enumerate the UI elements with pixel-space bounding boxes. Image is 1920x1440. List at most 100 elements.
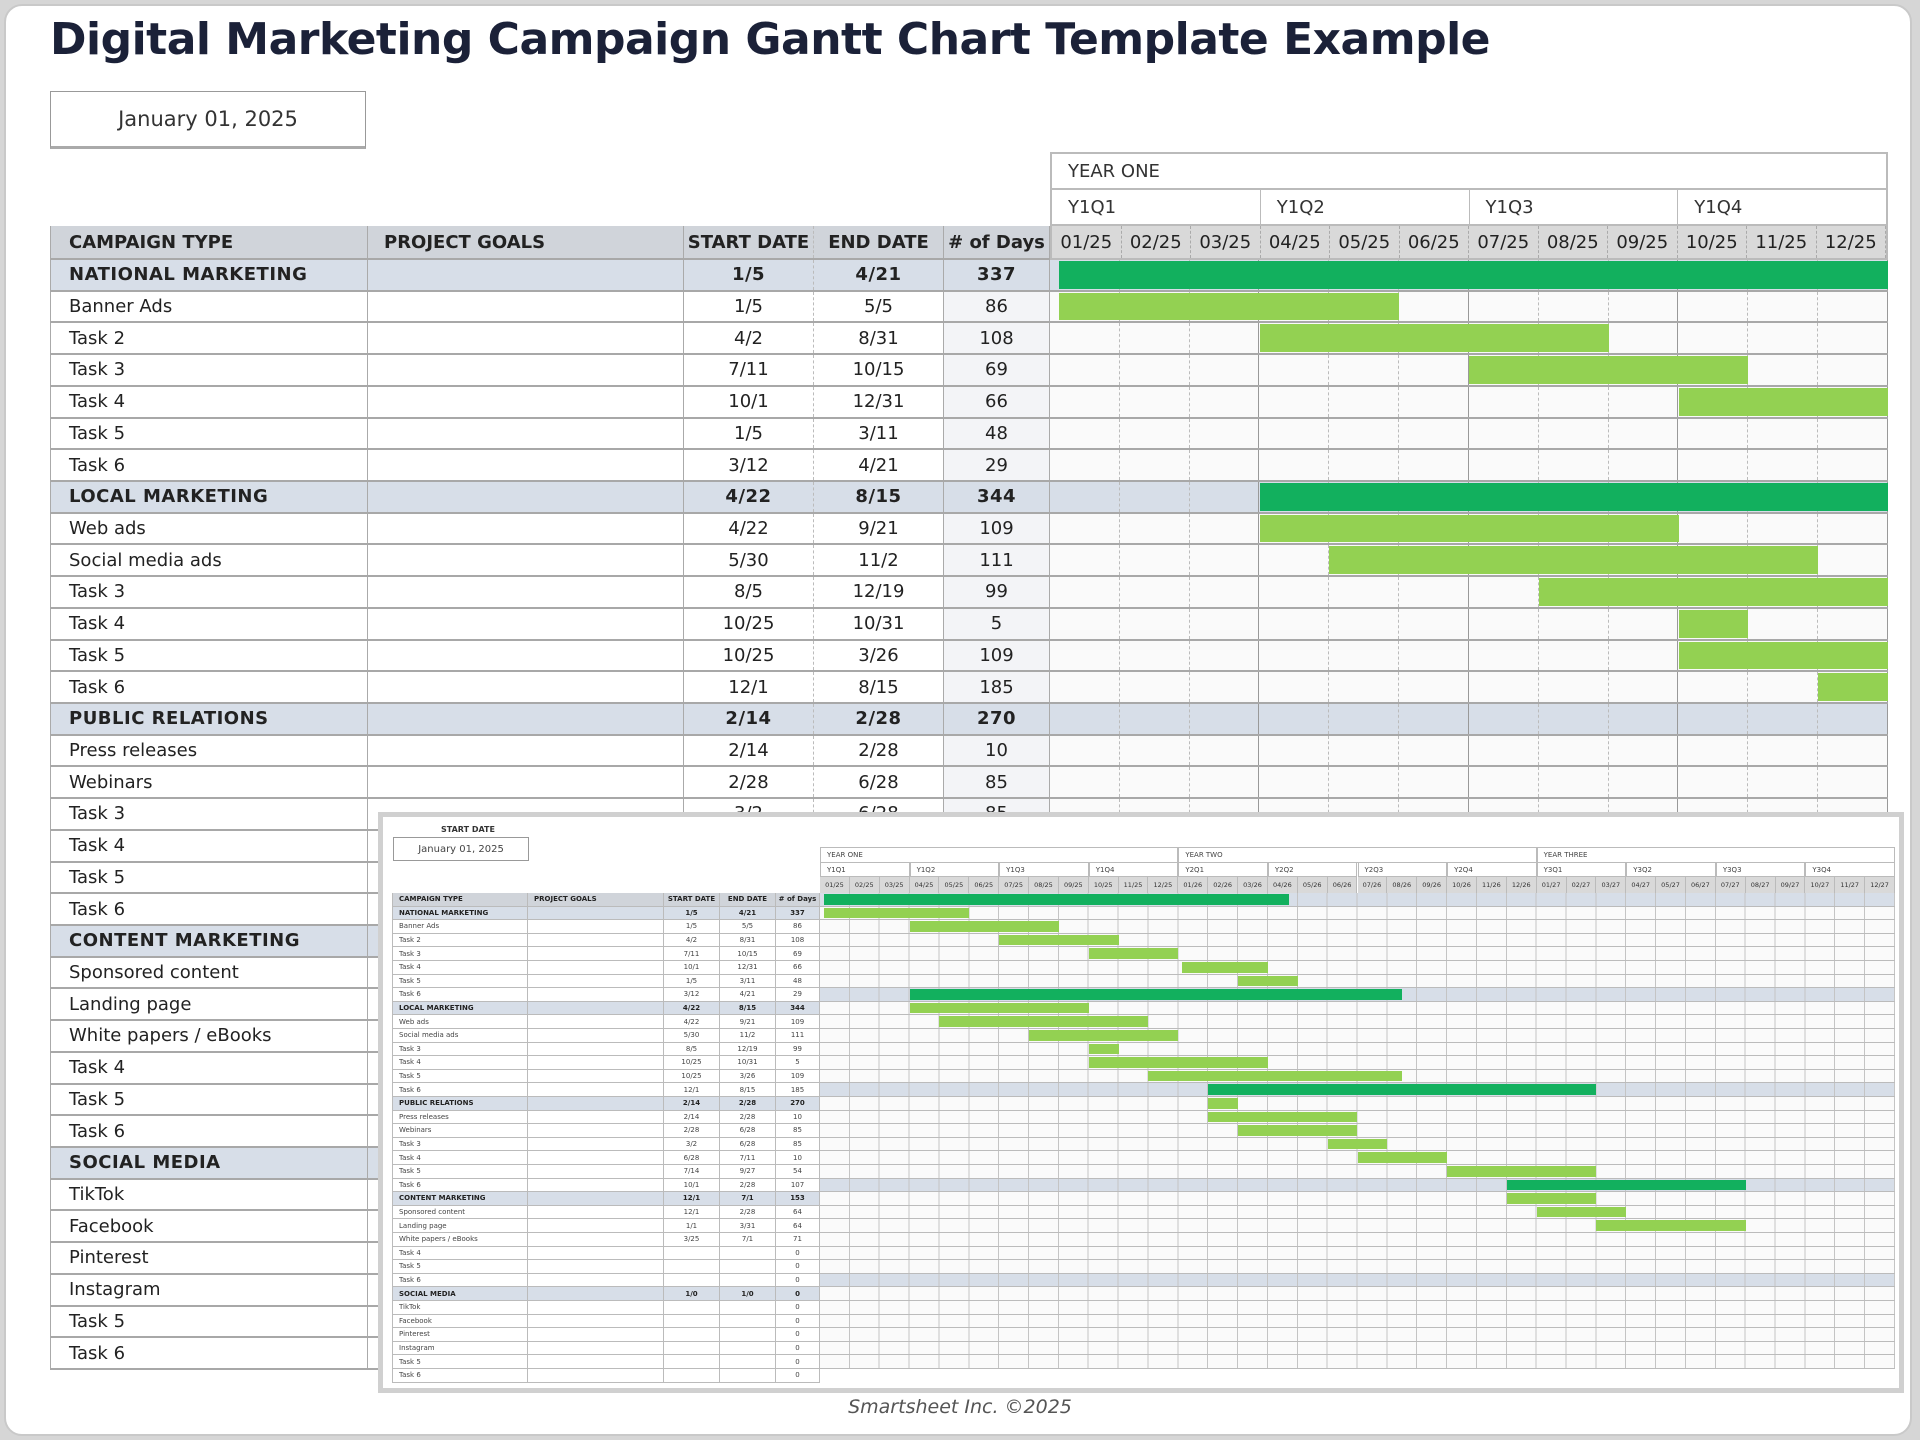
start-date-field[interactable]: January 01, 2025 (50, 91, 366, 149)
task-bar[interactable] (1259, 514, 1679, 543)
cell-campaign-type[interactable]: Sponsored content (50, 957, 368, 988)
inset-cell (528, 1355, 664, 1368)
cell-end-date[interactable]: 8/31 (814, 323, 944, 354)
cell-end-date[interactable]: 8/15 (814, 482, 944, 512)
cell-campaign-type[interactable]: LOCAL MARKETING (50, 482, 368, 512)
cell-campaign-type[interactable]: White papers / eBooks (50, 1021, 368, 1051)
cell-end-date[interactable]: 12/31 (814, 386, 944, 417)
task-bar[interactable] (1059, 292, 1400, 321)
cell-project-goals[interactable] (368, 672, 684, 702)
cell-project-goals[interactable] (368, 260, 684, 290)
cell-project-goals[interactable] (368, 577, 684, 607)
cell-campaign-type[interactable]: Task 6 (50, 1116, 368, 1146)
cell-campaign-type[interactable]: Landing page (50, 989, 368, 1020)
cell-end-date[interactable]: 4/21 (814, 450, 944, 480)
cell-project-goals[interactable] (368, 735, 684, 766)
cell-campaign-type[interactable]: Task 5 (50, 418, 368, 449)
cell-project-goals[interactable] (368, 482, 684, 512)
cell-project-goals[interactable] (368, 418, 684, 449)
cell-campaign-type[interactable]: Task 3 (50, 355, 368, 385)
cell-end-date[interactable]: 3/26 (814, 640, 944, 671)
task-bar[interactable] (1329, 546, 1819, 575)
cell-start-date[interactable]: 1/5 (684, 260, 814, 290)
summary-bar[interactable] (1259, 483, 1888, 511)
task-bar[interactable] (1678, 641, 1888, 670)
task-bar[interactable] (1678, 609, 1749, 638)
cell-campaign-type[interactable]: Task 6 (50, 1338, 368, 1368)
cell-campaign-type[interactable]: CONTENT MARKETING (50, 926, 368, 956)
cell-start-date[interactable]: 7/11 (684, 355, 814, 385)
cell-campaign-type[interactable]: PUBLIC RELATIONS (50, 704, 368, 734)
cell-campaign-type[interactable]: Task 6 (50, 450, 368, 480)
cell-start-date[interactable]: 1/5 (684, 291, 814, 322)
cell-campaign-type[interactable]: Task 4 (50, 608, 368, 639)
cell-campaign-type[interactable]: Task 3 (50, 799, 368, 829)
cell-end-date[interactable]: 10/15 (814, 355, 944, 385)
cell-campaign-type[interactable]: Task 6 (50, 894, 368, 924)
cell-campaign-type[interactable]: Banner Ads (50, 291, 368, 322)
cell-campaign-type[interactable]: Task 4 (50, 386, 368, 417)
task-bar[interactable] (1259, 324, 1609, 353)
cell-start-date[interactable]: 4/2 (684, 323, 814, 354)
cell-campaign-type[interactable]: NATIONAL MARKETING (50, 260, 368, 290)
cell-project-goals[interactable] (368, 640, 684, 671)
cell-end-date[interactable]: 2/28 (814, 704, 944, 734)
cell-project-goals[interactable] (368, 291, 684, 322)
cell-start-date[interactable]: 10/25 (684, 640, 814, 671)
cell-campaign-type[interactable]: Pinterest (50, 1243, 368, 1273)
cell-end-date[interactable]: 11/2 (814, 545, 944, 576)
cell-project-goals[interactable] (368, 704, 684, 734)
cell-project-goals[interactable] (368, 545, 684, 576)
cell-start-date[interactable]: 10/25 (684, 608, 814, 639)
cell-start-date[interactable]: 2/28 (684, 767, 814, 798)
cell-end-date[interactable]: 2/28 (814, 735, 944, 766)
task-bar[interactable] (1538, 578, 1888, 606)
summary-bar[interactable] (1059, 261, 1888, 289)
cell-end-date[interactable]: 5/5 (814, 291, 944, 322)
cell-campaign-type[interactable]: Task 5 (50, 1306, 368, 1337)
cell-campaign-type[interactable]: Task 5 (50, 1084, 368, 1115)
cell-project-goals[interactable] (368, 513, 684, 544)
cell-project-goals[interactable] (368, 608, 684, 639)
cell-end-date[interactable]: 9/21 (814, 513, 944, 544)
cell-campaign-type[interactable]: Instagram (50, 1274, 368, 1305)
cell-end-date[interactable]: 4/21 (814, 260, 944, 290)
cell-start-date[interactable]: 2/14 (684, 704, 814, 734)
cell-campaign-type[interactable]: Task 2 (50, 323, 368, 354)
cell-start-date[interactable]: 8/5 (684, 577, 814, 607)
cell-end-date[interactable]: 8/15 (814, 672, 944, 702)
cell-campaign-type[interactable]: TikTok (50, 1179, 368, 1210)
task-bar[interactable] (1469, 356, 1749, 384)
cell-campaign-type[interactable]: Task 6 (50, 672, 368, 702)
cell-start-date[interactable]: 12/1 (684, 672, 814, 702)
cell-campaign-type[interactable]: Task 4 (50, 1052, 368, 1083)
cell-campaign-type[interactable]: Task 3 (50, 577, 368, 607)
cell-start-date[interactable]: 1/5 (684, 418, 814, 449)
cell-campaign-type[interactable]: Press releases (50, 735, 368, 766)
cell-end-date[interactable]: 3/11 (814, 418, 944, 449)
cell-end-date[interactable]: 12/19 (814, 577, 944, 607)
cell-end-date[interactable]: 6/28 (814, 767, 944, 798)
cell-campaign-type[interactable]: Task 5 (50, 862, 368, 893)
cell-project-goals[interactable] (368, 767, 684, 798)
task-bar[interactable] (1678, 387, 1888, 416)
cell-start-date[interactable]: 4/22 (684, 513, 814, 544)
cell-end-date[interactable]: 10/31 (814, 608, 944, 639)
cell-project-goals[interactable] (368, 386, 684, 417)
cell-campaign-type[interactable]: Webinars (50, 767, 368, 798)
cell-project-goals[interactable] (368, 355, 684, 385)
cell-start-date[interactable]: 10/1 (684, 386, 814, 417)
cell-campaign-type[interactable]: Task 4 (50, 830, 368, 861)
cell-start-date[interactable]: 3/12 (684, 450, 814, 480)
cell-start-date[interactable]: 4/22 (684, 482, 814, 512)
cell-project-goals[interactable] (368, 450, 684, 480)
cell-project-goals[interactable] (368, 323, 684, 354)
cell-start-date[interactable]: 2/14 (684, 735, 814, 766)
cell-campaign-type[interactable]: Social media ads (50, 545, 368, 576)
cell-start-date[interactable]: 5/30 (684, 545, 814, 576)
cell-campaign-type[interactable]: Web ads (50, 513, 368, 544)
cell-campaign-type[interactable]: Task 5 (50, 640, 368, 671)
cell-campaign-type[interactable]: SOCIAL MEDIA (50, 1148, 368, 1178)
cell-campaign-type[interactable]: Facebook (50, 1211, 368, 1242)
task-bar[interactable] (1818, 673, 1888, 701)
